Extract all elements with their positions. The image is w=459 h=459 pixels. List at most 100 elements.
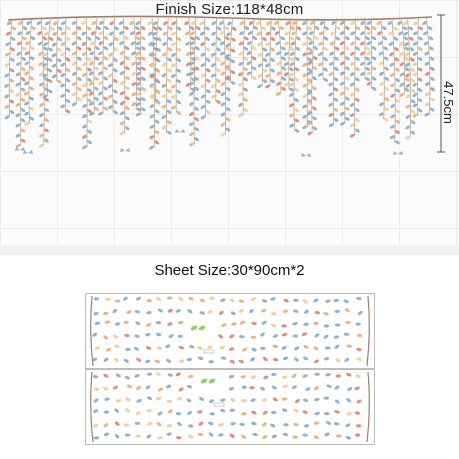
vine-stem [251, 17, 255, 79]
leaf [124, 433, 131, 437]
leaf [82, 145, 87, 150]
leaf [295, 46, 301, 51]
leaf [97, 71, 103, 76]
leaf [60, 42, 66, 46]
leaf [207, 310, 213, 314]
leaf [114, 344, 120, 348]
leaf [339, 71, 345, 76]
leaf [293, 422, 299, 427]
leaf [378, 61, 384, 66]
leaf [314, 359, 320, 364]
leaf [161, 104, 167, 109]
vine-branch [7, 15, 433, 21]
leaf [270, 79, 275, 84]
leaf [87, 67, 92, 72]
leaf [371, 86, 377, 91]
leaf [294, 77, 300, 82]
leaf [189, 26, 195, 31]
leaf [304, 309, 309, 314]
leaf [20, 138, 26, 143]
leaf [365, 56, 370, 61]
leaf [365, 77, 370, 82]
leaf [356, 399, 362, 404]
leaf [314, 397, 320, 402]
leaf [412, 52, 418, 56]
leaf [81, 52, 87, 57]
leaf [330, 31, 335, 36]
leaf [189, 51, 195, 56]
leaf [113, 68, 118, 73]
leaf [71, 102, 77, 107]
leaf [418, 36, 423, 41]
height-dimension-label: 47.5cm [440, 80, 456, 124]
leaf [423, 41, 429, 46]
leaf [91, 357, 98, 362]
leaf [131, 102, 136, 107]
leaf [104, 320, 111, 324]
leaf [42, 73, 47, 78]
leaf [44, 31, 49, 36]
leaf [275, 41, 281, 46]
leaf [136, 357, 142, 362]
leaf [98, 51, 103, 56]
leaf [103, 76, 108, 81]
leaf [393, 36, 399, 41]
leaf [334, 399, 340, 404]
leaf [20, 87, 26, 92]
leaf [24, 51, 30, 56]
leaf [356, 333, 363, 338]
vine-stem [56, 17, 59, 82]
leaf [49, 26, 55, 31]
leaf [230, 398, 236, 403]
leaf [325, 346, 331, 350]
leaf [105, 347, 112, 352]
leaf [135, 21, 141, 26]
leaf [252, 76, 257, 81]
leaf [281, 324, 287, 328]
leaf [219, 21, 224, 26]
leaf [354, 433, 361, 437]
leaf [398, 41, 404, 46]
leaf [77, 87, 82, 92]
leaf [339, 31, 345, 36]
leaf [168, 334, 174, 339]
leaf [356, 296, 362, 301]
leaf [197, 432, 204, 436]
leaf [430, 77, 435, 81]
leaf [190, 36, 196, 41]
leaf [270, 37, 276, 41]
leaf [89, 51, 95, 56]
leaf [93, 297, 100, 301]
leaf [9, 99, 15, 104]
leaf [302, 62, 307, 67]
leaf [229, 359, 236, 364]
leaf [171, 21, 177, 26]
leaf [146, 434, 152, 439]
leaf [39, 133, 44, 138]
leaf [149, 135, 155, 140]
vine-stem [166, 17, 169, 133]
leaf [260, 346, 266, 351]
leaf [206, 78, 211, 83]
leaf [272, 358, 279, 362]
leaf [114, 433, 120, 439]
leaf [344, 308, 350, 313]
leaf [81, 31, 87, 36]
leaf [107, 105, 113, 110]
leaf [389, 62, 395, 67]
leaf [261, 422, 267, 427]
leaf [349, 92, 355, 97]
leaf [347, 387, 353, 391]
leaf [136, 77, 142, 81]
leaf [329, 41, 335, 46]
leaf [312, 86, 317, 91]
leaf [238, 359, 244, 364]
leaf [366, 71, 372, 76]
leaf [239, 335, 245, 339]
leaf [125, 347, 131, 352]
leaf [325, 420, 331, 426]
leaf [15, 82, 21, 87]
leaf [15, 133, 21, 138]
leaf [272, 397, 278, 402]
leaf [350, 41, 355, 46]
